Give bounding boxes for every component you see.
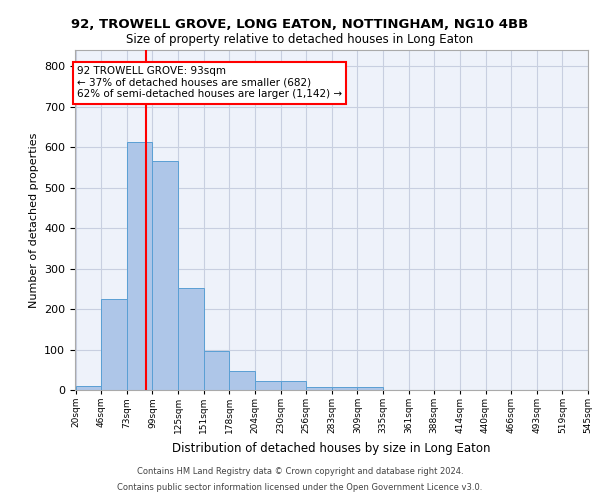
Bar bbox=[332, 387, 358, 390]
Bar bbox=[255, 381, 281, 390]
Bar bbox=[76, 386, 101, 390]
Bar bbox=[358, 387, 383, 390]
Text: Contains public sector information licensed under the Open Government Licence v3: Contains public sector information licen… bbox=[118, 484, 482, 492]
Bar bbox=[178, 288, 203, 390]
X-axis label: Distribution of detached houses by size in Long Eaton: Distribution of detached houses by size … bbox=[172, 442, 491, 454]
Text: 92 TROWELL GROVE: 93sqm
← 37% of detached houses are smaller (682)
62% of semi-d: 92 TROWELL GROVE: 93sqm ← 37% of detache… bbox=[77, 66, 342, 100]
Bar bbox=[306, 387, 332, 390]
Text: Contains HM Land Registry data © Crown copyright and database right 2024.: Contains HM Land Registry data © Crown c… bbox=[137, 467, 463, 476]
Bar bbox=[203, 350, 229, 390]
Bar bbox=[101, 300, 127, 390]
Bar bbox=[152, 162, 178, 390]
Bar bbox=[127, 142, 152, 390]
Text: 92, TROWELL GROVE, LONG EATON, NOTTINGHAM, NG10 4BB: 92, TROWELL GROVE, LONG EATON, NOTTINGHA… bbox=[71, 18, 529, 30]
Text: Size of property relative to detached houses in Long Eaton: Size of property relative to detached ho… bbox=[127, 32, 473, 46]
Bar bbox=[281, 381, 306, 390]
Bar bbox=[229, 372, 255, 390]
Y-axis label: Number of detached properties: Number of detached properties bbox=[29, 132, 38, 308]
